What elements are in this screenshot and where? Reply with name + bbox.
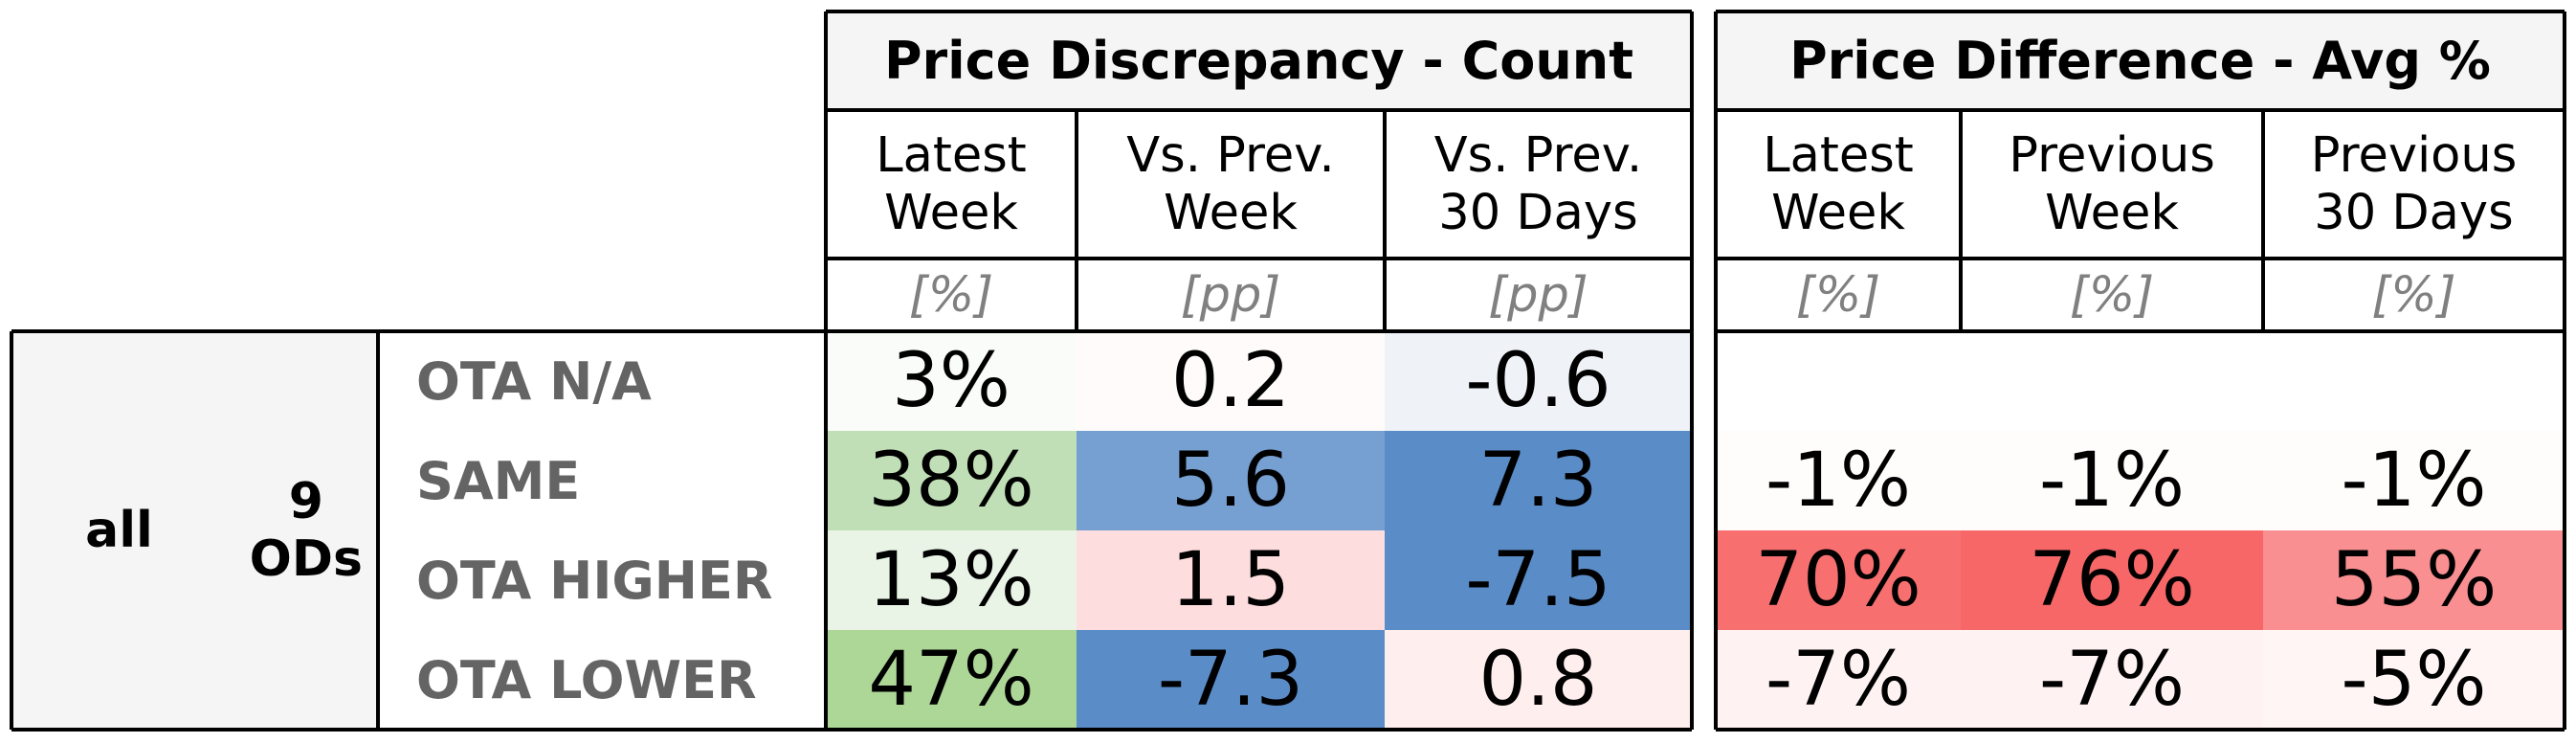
avg-cell (2263, 331, 2565, 431)
row-label: OTA HIGHER (416, 550, 773, 611)
grid-line (1383, 110, 1387, 331)
avg-cell (1961, 331, 2263, 431)
column-unit: [%] (908, 266, 994, 324)
avg-cell: -5% (2263, 630, 2565, 730)
count-cell: 0.8 (1385, 630, 1692, 730)
count-cell: 47% (826, 630, 1077, 730)
avg-cell: -7% (1961, 630, 2263, 730)
column-header: Previous Week (2009, 126, 2215, 241)
grid-line (1716, 728, 2565, 732)
count-cell: -0.6 (1385, 331, 1692, 431)
avg-cell: -1% (2263, 431, 2565, 530)
row-label: OTA LOWER (416, 649, 757, 710)
row-label: SAME (416, 450, 581, 511)
grid-line (1716, 257, 2565, 260)
avg-cell: 76% (1961, 530, 2263, 630)
count-cell: 7.3 (1385, 431, 1692, 530)
avg-cell (1716, 331, 1961, 431)
segment-label: all (85, 502, 153, 559)
grid-line (1690, 11, 1694, 730)
column-header: Latest Week (1763, 126, 1914, 241)
grid-line (11, 728, 1692, 732)
grid-line (826, 10, 1692, 13)
group-title: Price Discrepancy - Count (826, 11, 1692, 110)
count-cell: -7.3 (1077, 630, 1385, 730)
count-cell: 5.6 (1077, 431, 1385, 530)
count-cell: 13% (826, 530, 1077, 630)
count-cell: -7.5 (1385, 530, 1692, 630)
column-header: Vs. Prev. Week (1126, 126, 1335, 241)
grid-line (1716, 10, 2565, 13)
avg-cell: -1% (1961, 431, 2263, 530)
grid-line (1716, 108, 2565, 112)
column-header: Previous 30 Days (2310, 126, 2518, 241)
column-header: Latest Week (876, 126, 1027, 241)
count-cell: 0.2 (1077, 331, 1385, 431)
grid-line (826, 108, 1692, 112)
row-label: OTA N/A (416, 350, 652, 412)
column-unit: [pp] (1488, 266, 1588, 324)
grid-line (2261, 110, 2265, 331)
count-cell: 1.5 (1077, 530, 1385, 630)
column-unit: [pp] (1180, 266, 1281, 324)
grid-line (1716, 329, 2565, 333)
column-header: Vs. Prev. 30 Days (1433, 126, 1643, 241)
grid-line (1959, 110, 1963, 331)
column-unit: [%] (2371, 266, 2456, 324)
grid-line (10, 331, 13, 730)
avg-cell: -1% (1716, 431, 1961, 530)
grid-line (376, 331, 380, 730)
grid-line (1714, 11, 1718, 730)
grid-line (2563, 11, 2566, 730)
column-unit: [%] (2069, 266, 2155, 324)
grid-line (824, 11, 828, 730)
ods-label: 9 ODs (249, 473, 363, 588)
column-unit: [%] (1795, 266, 1881, 324)
grid-line (1075, 110, 1078, 331)
group-title: Price Difference - Avg % (1716, 11, 2565, 110)
count-cell: 3% (826, 331, 1077, 431)
row-group-panel (11, 331, 378, 730)
avg-cell: -7% (1716, 630, 1961, 730)
avg-cell: 55% (2263, 530, 2565, 630)
count-cell: 38% (826, 431, 1077, 530)
grid-line (11, 329, 1692, 333)
avg-cell: 70% (1716, 530, 1961, 630)
grid-line (826, 257, 1692, 260)
